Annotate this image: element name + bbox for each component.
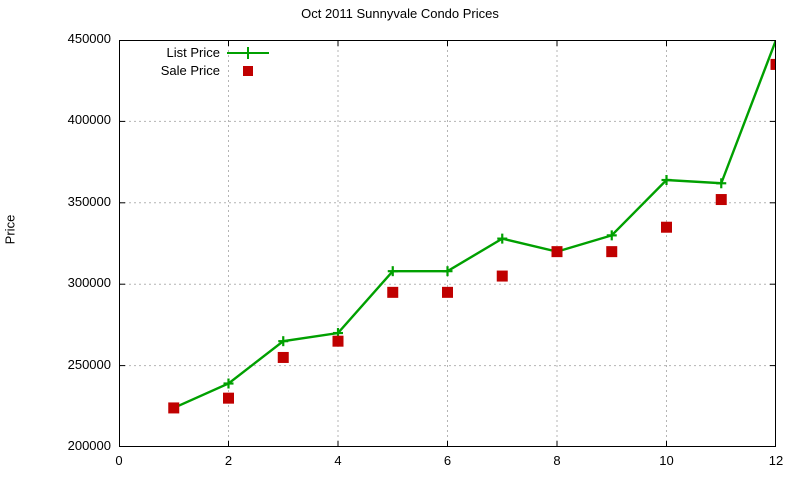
sale-price-marker (606, 246, 618, 258)
y-axis-label: Price (2, 214, 18, 245)
sale-price-marker (551, 246, 563, 258)
sale-price-marker (770, 58, 776, 70)
list-price-marker (223, 378, 234, 389)
legend-swatch-sale-price (226, 62, 270, 80)
legend-item-sale-price: Sale Price (128, 62, 268, 80)
x-tick-label: 10 (659, 453, 674, 468)
list-price-marker (497, 233, 508, 244)
y-tick-label: 350000 (67, 193, 111, 209)
list-price-marker (661, 175, 672, 186)
list-price-marker (606, 230, 617, 241)
list-price-marker (387, 266, 398, 277)
chart-title: Oct 2011 Sunnyvale Condo Prices (301, 6, 499, 21)
sale-price-marker (168, 402, 180, 414)
sale-price-marker (442, 286, 453, 298)
list-price-marker (278, 336, 289, 347)
sale-price-marker (223, 392, 234, 404)
sale-price-marker (387, 286, 399, 298)
plot-area (119, 40, 776, 447)
y-tick-label: 400000 (67, 112, 111, 128)
x-tick-label: 4 (334, 453, 342, 468)
list-price-marker (442, 266, 453, 277)
sale-price-marker (332, 335, 344, 347)
y-tick-label: 250000 (67, 356, 111, 372)
sale-price-marker (277, 351, 289, 363)
chart-legend: List Price Sale Price (128, 44, 270, 80)
x-tick-label: 0 (115, 453, 123, 468)
sale-price-marker (496, 270, 508, 282)
sale-price-marker (715, 194, 727, 206)
x-tick-label: 12 (768, 453, 784, 468)
plot-svg (119, 40, 776, 447)
legend-item-list-price: List Price (128, 44, 270, 62)
y-tick-label: 450000 (67, 31, 111, 46)
legend-label-list-price: List Price (166, 45, 220, 60)
x-tick-label: 8 (553, 453, 561, 468)
list-price-marker (716, 178, 727, 189)
list-price-line (173, 40, 776, 410)
legend-swatch-list-price (226, 44, 270, 62)
sale-price-marker (661, 221, 672, 233)
y-tick-label: 200000 (67, 438, 111, 453)
x-tick-label: 2 (224, 453, 233, 468)
legend-label-sale-price: Sale Price (160, 63, 220, 78)
y-tick-label: 300000 (67, 275, 111, 291)
x-tick-label: 6 (443, 453, 452, 468)
